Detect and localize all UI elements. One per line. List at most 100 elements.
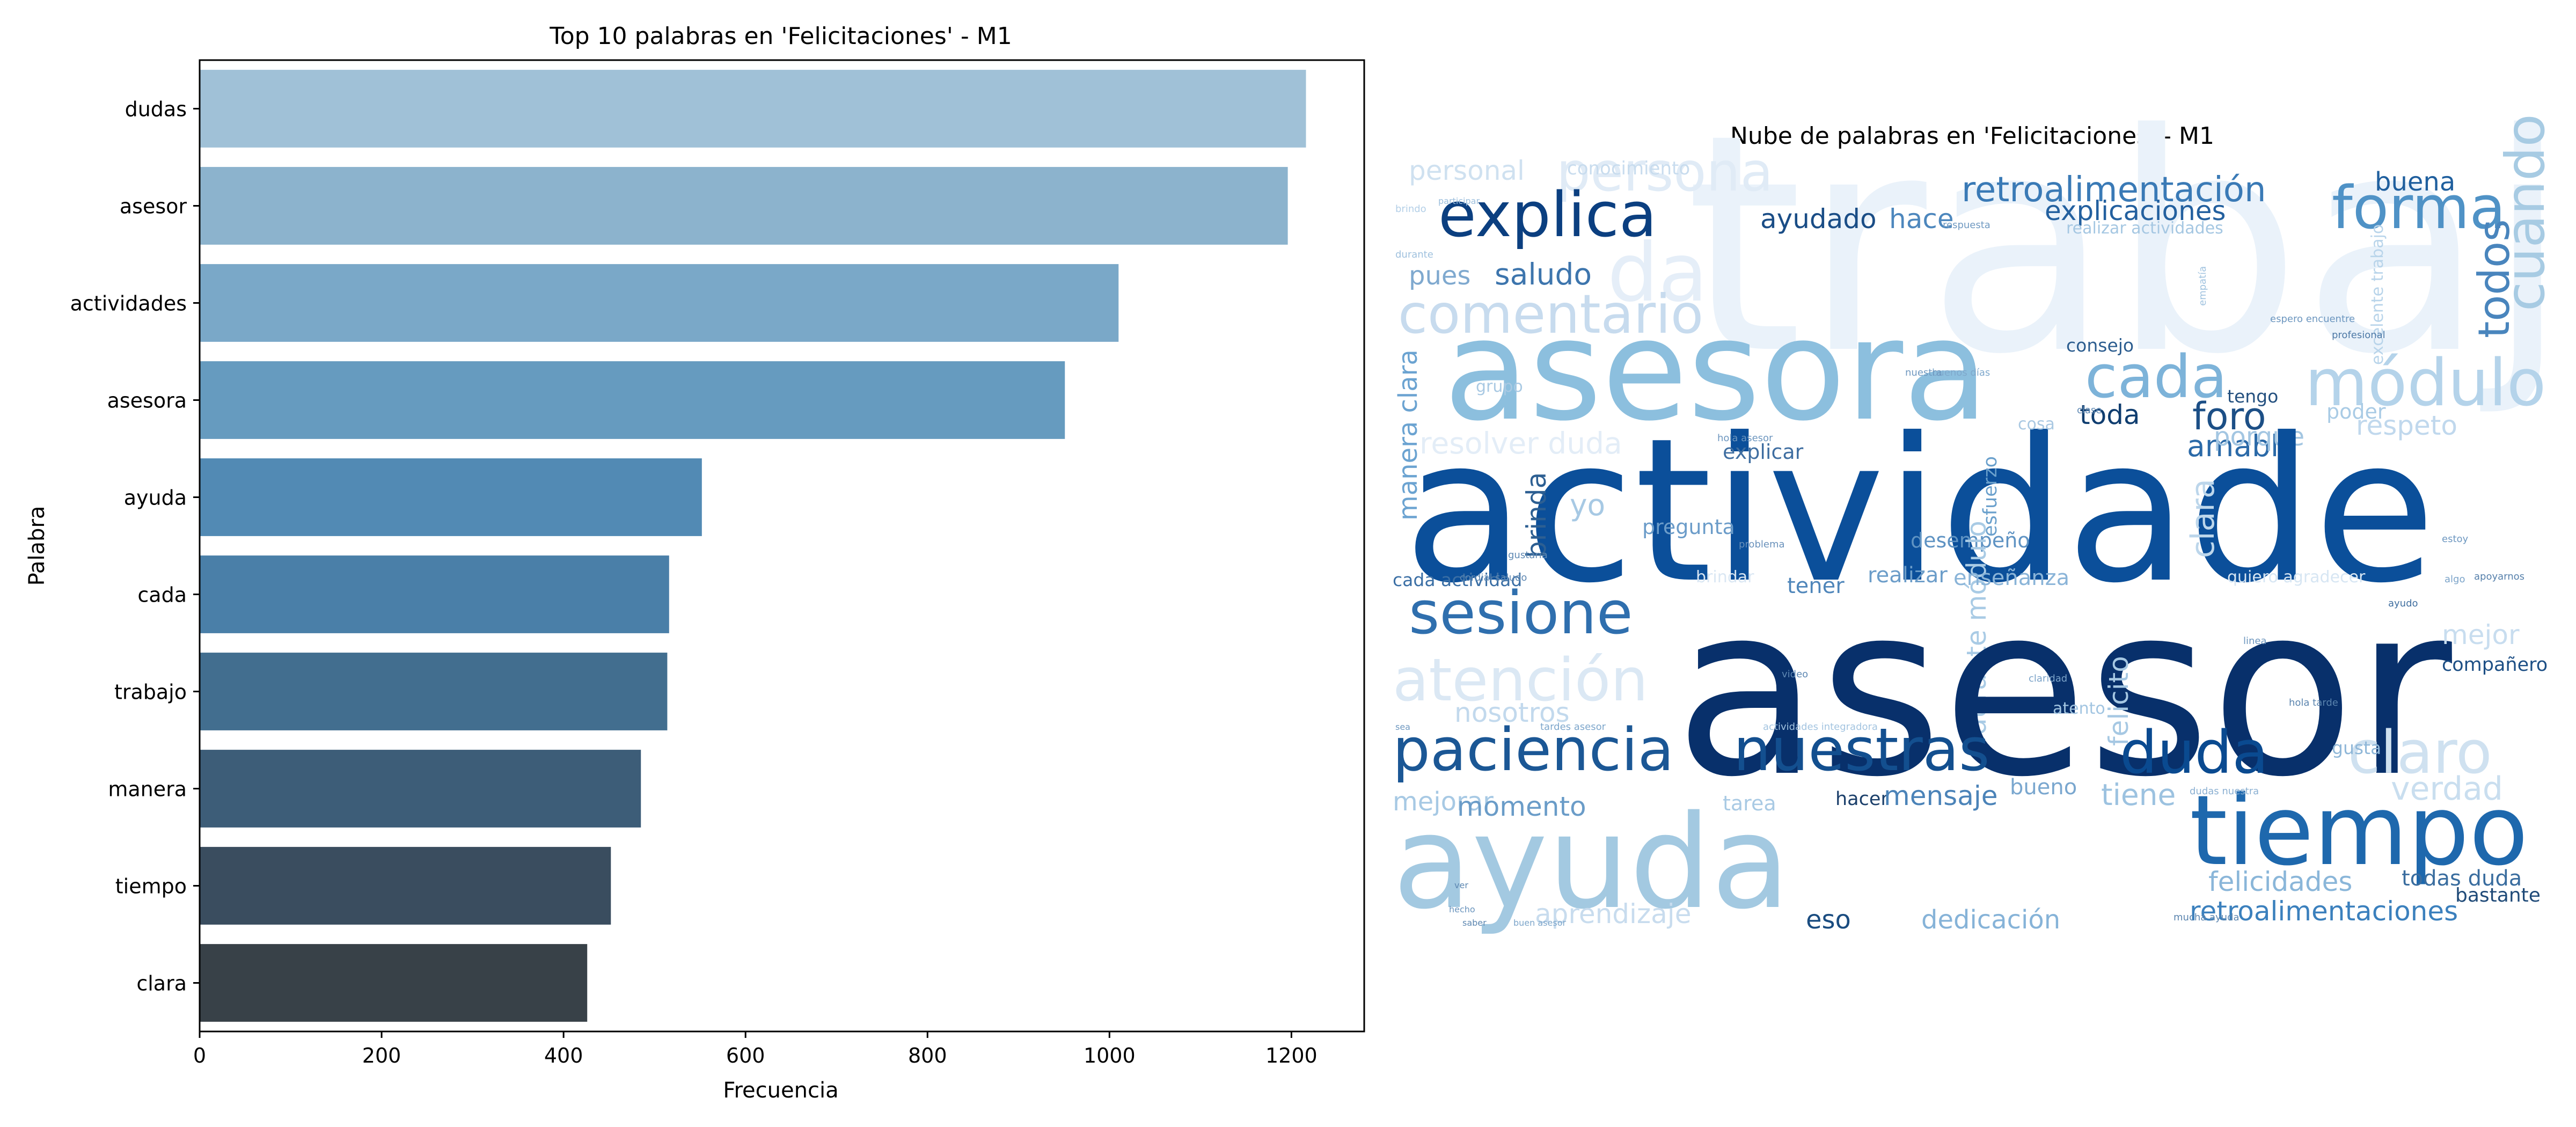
y-axis-ticks: dudas asesor actividades asesora ayuda cada tr… <box>70 98 200 996</box>
cloud-word: claro <box>2348 718 2492 787</box>
cloud-word: personal <box>1409 155 1525 186</box>
cloud-word: hecho <box>1449 904 1475 914</box>
bar <box>200 847 611 925</box>
cloud-word: actividade <box>1403 396 2436 627</box>
cloud-word: yo <box>1570 488 1605 522</box>
cloud-word: duda <box>2120 718 2268 787</box>
x-tick-label: 400 <box>544 1044 583 1067</box>
y-tick-label: trabajo <box>114 680 187 704</box>
cloud-word: hola asesor <box>1717 433 1773 444</box>
cloud-word: problema <box>1739 539 1785 550</box>
cloud-word: ayudo <box>2388 598 2418 609</box>
cloud-word: consejo <box>2066 335 2134 356</box>
x-axis-ticks: 0 200 400 600 800 1000 1200 <box>193 1031 1318 1067</box>
cloud-word: saber <box>1462 918 1487 928</box>
cloud-word: eso <box>1806 905 1851 935</box>
cloud-word: participar <box>1438 196 1480 206</box>
x-tick-label: 200 <box>362 1044 401 1067</box>
cloud-word: tiene <box>2101 778 2176 812</box>
cloud-word: empatía <box>2197 266 2208 306</box>
bar <box>200 944 588 1022</box>
y-tick-label: ayuda <box>124 486 187 510</box>
cloud-word: pues <box>1409 261 1470 291</box>
bar-chart: Top 10 palabras en 'Felicitaciones' - M1… <box>25 23 1365 1103</box>
cloud-word: tarea <box>1723 792 1776 815</box>
cloud-word: paciencia <box>1393 715 1674 784</box>
cloud-word: respuesta <box>1943 219 1990 231</box>
y-tick-label: actividades <box>70 292 187 316</box>
y-tick-label: asesor <box>120 195 187 218</box>
cloud-word: sesione <box>1409 579 1633 647</box>
cloud-word: espero encuentre <box>2270 313 2355 325</box>
cloud-word: hacer <box>1835 788 1889 810</box>
cloud-word: felicidades <box>2208 866 2352 897</box>
cloud-word: manera clara <box>1393 349 1423 521</box>
cloud-word: clara <box>2184 479 2222 558</box>
cloud-word: buen asesor <box>1513 918 1566 928</box>
cloud-word: felicito <box>2103 656 2134 746</box>
cloud-word: brindar <box>1696 568 1754 587</box>
cloud-word: realizar actividades <box>2066 219 2223 238</box>
y-tick-label: cada <box>137 583 187 607</box>
cloud-word: gusta <box>2332 737 2381 758</box>
cloud-word: video <box>1782 669 1808 680</box>
cloud-word: compañero <box>2442 654 2548 676</box>
cloud-word: nuestras <box>1733 715 1990 784</box>
cloud-words: trabajopersona da personal conocimiento retr… <box>1393 70 2576 938</box>
cloud-word: esfuerzo <box>1980 456 2001 537</box>
cloud-word: algo <box>2445 574 2465 585</box>
cloud-word: cada <box>2085 342 2227 411</box>
cloud-word: nuestra <box>1905 367 1942 378</box>
cloud-word: clase <box>2077 405 2102 416</box>
bar <box>200 653 668 730</box>
x-axis-label: Frecuencia <box>723 1078 838 1103</box>
cloud-word: cordial saludo <box>1460 572 1527 583</box>
x-tick-label: 1200 <box>1265 1044 1318 1067</box>
cloud-word: desempeño <box>1911 529 2030 552</box>
cloud-word: buenos días <box>1932 367 1990 378</box>
bar <box>200 458 702 536</box>
cloud-word: estoy <box>2442 533 2469 545</box>
y-tick-label: manera <box>108 778 187 801</box>
cloud-word: aprendizaje <box>1535 898 1691 930</box>
cloud-word: dedicación <box>1921 905 2060 935</box>
cloud-word: ayudado <box>1760 203 1877 235</box>
bar <box>200 361 1065 439</box>
cloud-word: comentario <box>1398 283 1703 346</box>
cloud-word: mensaje <box>1884 780 1998 811</box>
cloud-word: hola tarde <box>2289 697 2338 708</box>
cloud-word: bastante <box>2455 884 2541 906</box>
cloud-word: mejorar <box>1393 787 1494 817</box>
cloud-word: hace <box>1889 203 1954 235</box>
cloud-word: retroalimentación <box>1962 170 2266 210</box>
cloud-word: todos <box>2469 219 2519 338</box>
cloud-word: realizar <box>1868 563 1948 588</box>
y-tick-label: dudas <box>125 98 187 121</box>
cloud-word: porque <box>2214 422 2304 452</box>
x-tick-label: 800 <box>908 1044 947 1067</box>
x-tick-label: 0 <box>193 1044 206 1067</box>
cloud-word: forma <box>2332 173 2506 242</box>
cloud-word: todas duda <box>2402 866 2522 891</box>
cloud-word: foro <box>2192 394 2266 438</box>
cloud-word: gustaria <box>1508 550 1548 561</box>
y-axis-label: Palabra <box>25 506 49 586</box>
cloud-word: ayuda <box>1393 787 1790 938</box>
cloud-word: profesional <box>2332 330 2385 341</box>
cloud-word: tardes asesor <box>1540 721 1606 733</box>
cloud-word: grupo <box>1476 377 1523 396</box>
x-tick-label: 600 <box>726 1044 765 1067</box>
cloud-word: quiero agradecer <box>2227 568 2366 587</box>
cloud-word: trabajo <box>1685 70 2576 420</box>
cloud-word: módulo <box>2305 346 2546 421</box>
cloud-word: actividades integradora <box>1763 721 1878 733</box>
cloud-word: atento <box>2053 699 2105 718</box>
bar <box>200 555 669 633</box>
cloud-word: durante <box>1395 249 1433 260</box>
cloud-word: ver <box>1454 880 1468 890</box>
cloud-word: sea <box>1395 722 1410 732</box>
cloud-word: explicaciones <box>2045 195 2226 226</box>
cloud-word: amable <box>2187 429 2297 463</box>
cloud-word: durante módulo <box>1961 521 1992 735</box>
